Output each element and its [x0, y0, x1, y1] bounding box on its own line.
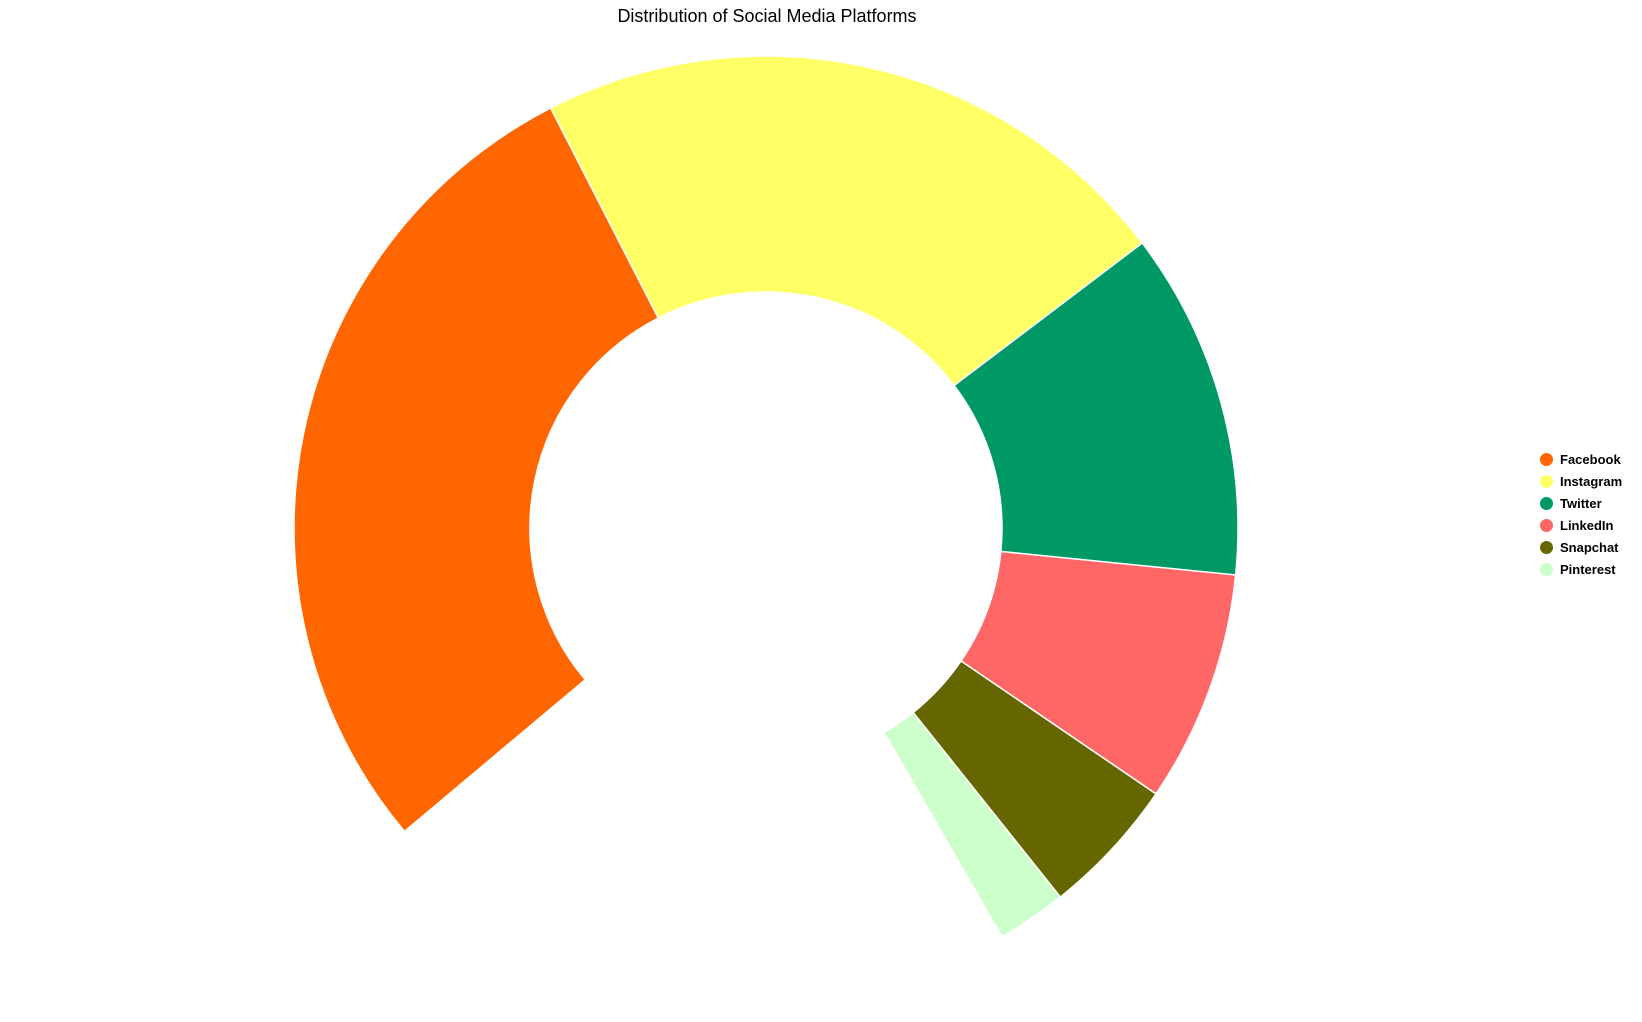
legend-label: Twitter	[1560, 495, 1602, 511]
legend: Facebook Instagram Twitter LinkedIn Snapchat…	[1540, 448, 1622, 580]
legend-swatch	[1540, 518, 1553, 532]
legend-swatch	[1540, 474, 1553, 488]
slice-facebook	[293, 106, 660, 833]
slice-twitter	[953, 241, 1239, 576]
legend-label: Facebook	[1560, 451, 1621, 467]
chart-title: Distribution of Social Media Platforms	[617, 6, 917, 26]
legend-swatch	[1540, 496, 1553, 510]
legend-item-instagram: Instagram	[1540, 470, 1622, 492]
slices-group	[293, 55, 1239, 938]
legend-label: LinkedIn	[1560, 517, 1614, 533]
legend-item-pinterest: Pinterest	[1540, 558, 1622, 580]
legend-swatch	[1540, 562, 1553, 576]
legend-swatch	[1540, 452, 1553, 466]
legend-label: Instagram	[1560, 473, 1623, 489]
slice-instagram	[549, 55, 1144, 387]
legend-item-snapchat: Snapchat	[1540, 536, 1622, 558]
slice-pinterest	[882, 711, 1062, 938]
legend-label: Pinterest	[1560, 561, 1616, 577]
legend-item-linkedin: LinkedIn	[1540, 514, 1622, 536]
legend-swatch	[1540, 540, 1553, 554]
legend-label: Snapchat	[1560, 539, 1619, 555]
legend-item-twitter: Twitter	[1540, 492, 1622, 514]
legend-item-facebook: Facebook	[1540, 448, 1622, 470]
